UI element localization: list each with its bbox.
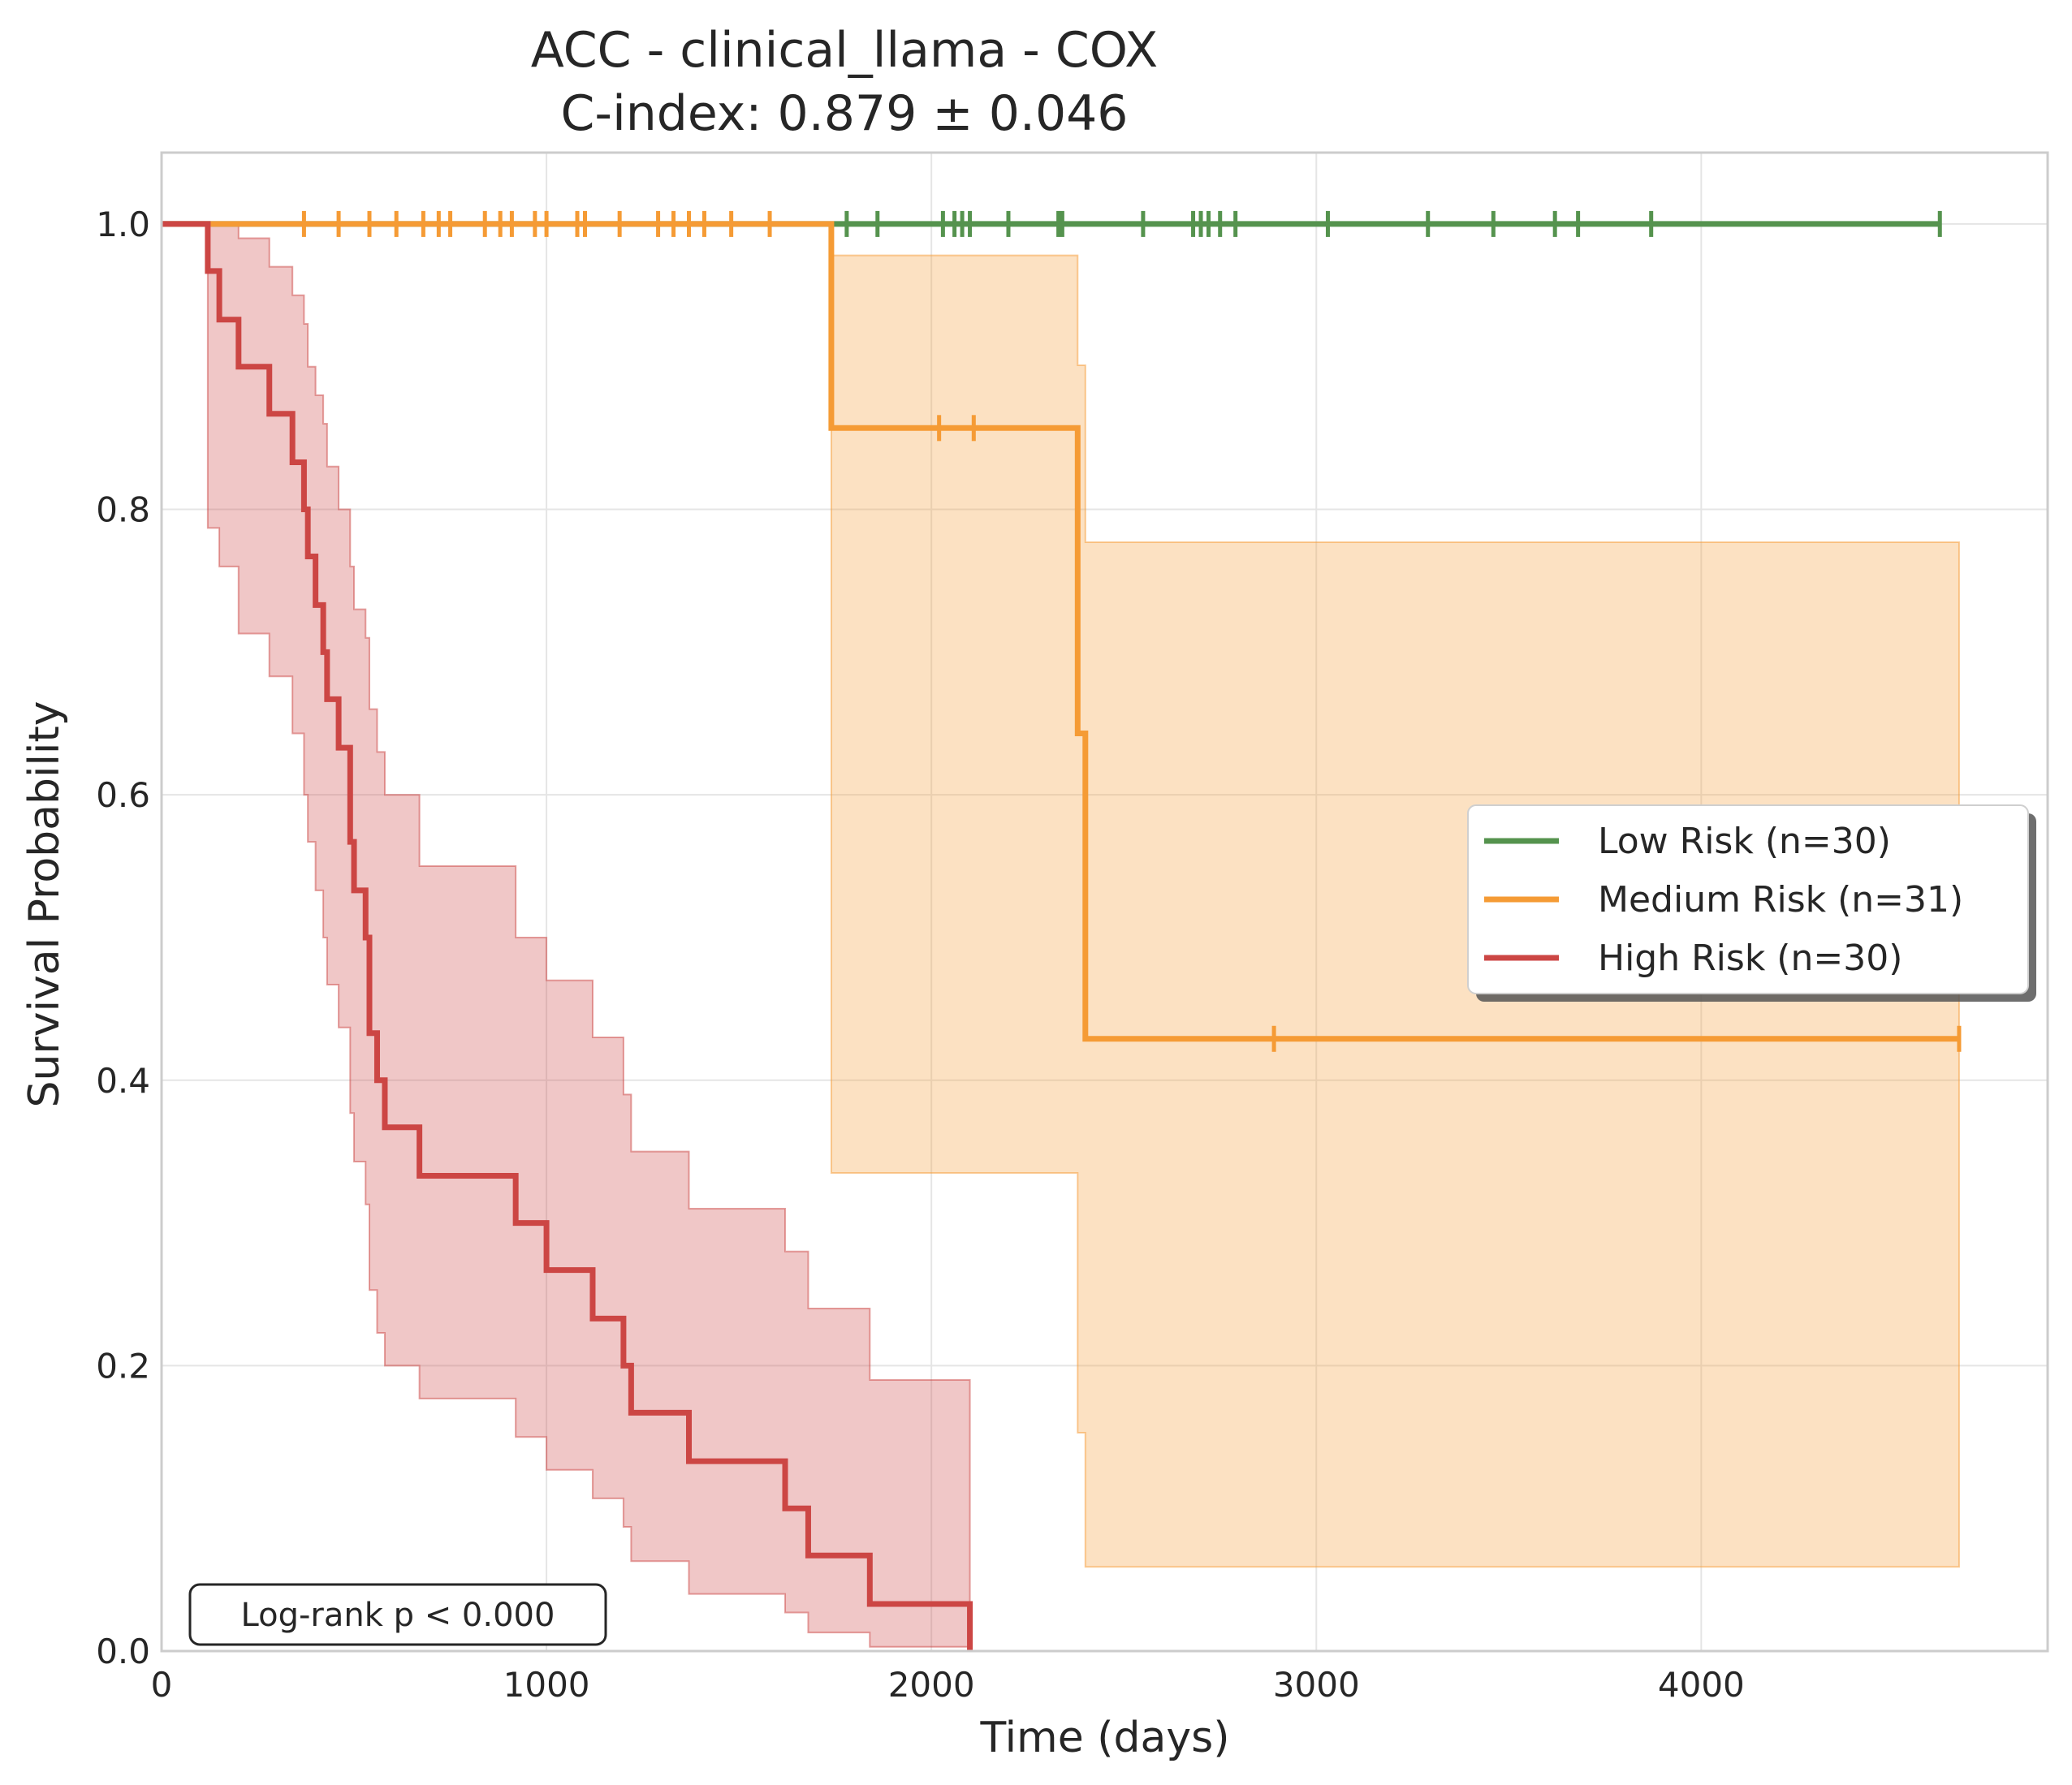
logrank-annotation: Log-rank p < 0.000 xyxy=(188,1583,607,1646)
x-tick-label: 2000 xyxy=(888,1665,975,1705)
chart-title: ACC - clinical_llama - COX xyxy=(531,22,1159,79)
x-tick-label: 0 xyxy=(151,1665,173,1705)
x-tick-label: 1000 xyxy=(503,1665,590,1705)
annotation-text: Log-rank p < 0.000 xyxy=(241,1597,555,1634)
annotation-box xyxy=(188,1583,607,1646)
plot-frame xyxy=(160,151,2049,1653)
y-axis-label: Survival Probability xyxy=(20,701,69,1107)
x-tick-label: 3000 xyxy=(1273,1665,1360,1705)
y-tick-label: 0.6 xyxy=(96,775,150,815)
confidence-band xyxy=(830,254,1960,1568)
legend-label: Low Risk (n=30) xyxy=(1598,821,1891,862)
y-tick-label: 0.2 xyxy=(96,1346,150,1386)
y-tick-label: 1.0 xyxy=(96,205,150,244)
x-tick-label: 4000 xyxy=(1658,1665,1745,1705)
survival-curve xyxy=(162,221,1959,1042)
legend: Low Risk (n=30) Medium Risk (n=31) High Ri… xyxy=(1467,804,2036,1002)
plot-area: 0 1000 2000 3000 4000 0.0 0.2 0.4 0.6 0.8 1.0 Low R… xyxy=(96,151,2049,1705)
legend-label: Medium Risk (n=31) xyxy=(1598,879,1963,921)
x-axis-label: Time (days) xyxy=(979,1714,1229,1762)
y-tick-label: 0.8 xyxy=(96,490,150,530)
chart-subtitle: C-index: 0.879 ± 0.046 xyxy=(561,85,1129,142)
y-tick-label: 0.0 xyxy=(96,1632,150,1671)
survival-curve xyxy=(162,221,973,1651)
y-tick-label: 0.4 xyxy=(96,1061,150,1101)
legend-box xyxy=(1467,804,2029,994)
legend-label: High Risk (n=30) xyxy=(1598,938,1902,979)
